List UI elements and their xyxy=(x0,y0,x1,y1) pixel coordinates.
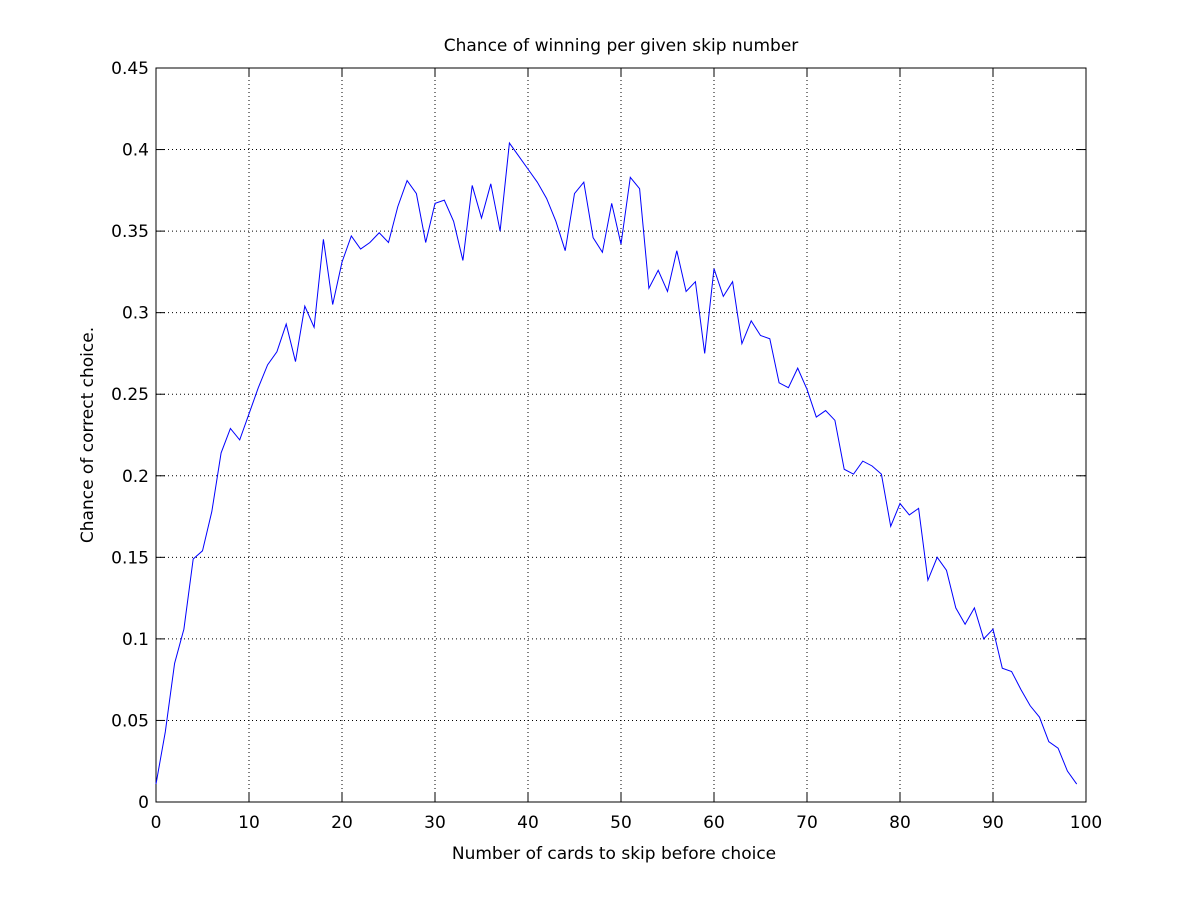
y-tick-label: 0.15 xyxy=(111,548,149,568)
x-tick-label: 100 xyxy=(1070,813,1102,833)
y-tick-label: 0.45 xyxy=(111,59,149,79)
x-tick-labels: 0 10 20 30 40 50 60 70 80 90 100 xyxy=(151,813,1103,833)
x-tick-label: 50 xyxy=(610,813,632,833)
y-tick-label: 0.1 xyxy=(122,630,149,650)
grid-lines xyxy=(156,68,1086,802)
y-tick-label: 0.3 xyxy=(122,304,149,324)
x-tick-label: 90 xyxy=(982,813,1004,833)
series-line xyxy=(155,141,1078,785)
y-tick-label: 0.35 xyxy=(111,222,149,242)
x-tick-label: 20 xyxy=(331,813,353,833)
x-tick-label: 30 xyxy=(424,813,446,833)
plot-frame xyxy=(155,67,1087,803)
y-tick-label: 0 xyxy=(138,793,149,813)
x-tick-label: 60 xyxy=(703,813,725,833)
y-tick-label: 0.2 xyxy=(122,467,149,487)
y-axis-label: Chance of correct choice. xyxy=(78,327,98,543)
x-tick-label: 80 xyxy=(889,813,911,833)
x-tick-label: 40 xyxy=(517,813,539,833)
chart-title: Chance of winning per given skip number xyxy=(444,36,799,56)
y-tick-label: 0.4 xyxy=(122,141,149,161)
y-tick-labels: 0 0.05 0.1 0.15 0.2 0.25 0.3 0.35 0.4 0.45 xyxy=(111,59,149,813)
x-axis-label: Number of cards to skip before choice xyxy=(452,844,776,864)
x-tick-label: 10 xyxy=(238,813,260,833)
x-tick-label: 0 xyxy=(151,813,162,833)
x-tick-label: 70 xyxy=(796,813,818,833)
y-tick-label: 0.25 xyxy=(111,385,149,405)
y-tick-label: 0.05 xyxy=(111,711,149,731)
